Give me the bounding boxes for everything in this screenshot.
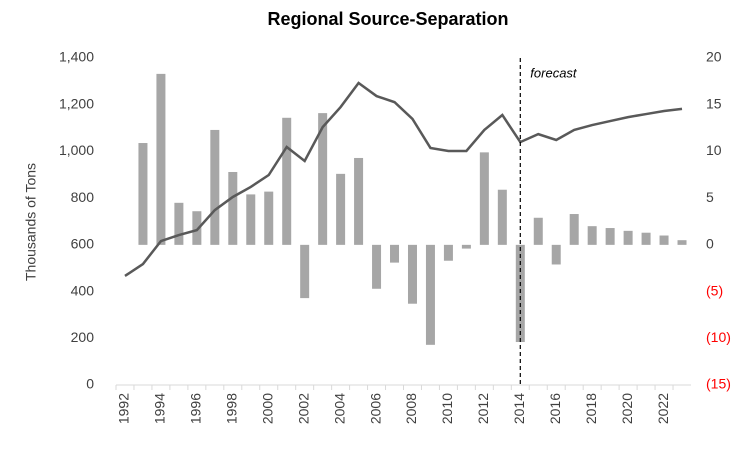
bar: [407, 244, 417, 304]
y-axis-label: Thousands of Tons: [23, 163, 39, 281]
x-tick-label: 1994: [152, 393, 168, 424]
y-tick-label: 800: [71, 189, 95, 205]
bar: [533, 217, 543, 245]
line: [124, 81, 683, 277]
bar: [246, 194, 256, 245]
bar: [174, 202, 184, 245]
y2-tick-label: 15: [706, 95, 722, 111]
x-tick-label: 2002: [295, 393, 311, 424]
y-tick-label: 200: [71, 329, 95, 345]
bar: [461, 244, 471, 249]
bar: [336, 173, 346, 245]
y2-tick-label: 20: [706, 49, 722, 65]
annotation: forecast: [530, 65, 578, 80]
bar: [210, 129, 220, 245]
y2-tick-label: 10: [706, 142, 722, 158]
y2-tick-label: (10): [706, 329, 731, 345]
bar: [587, 226, 597, 245]
x-tick-label: 2012: [475, 393, 491, 424]
x-tick-label: 2004: [331, 393, 347, 424]
bar: [264, 191, 274, 245]
bar: [282, 117, 292, 245]
y2-tick-label: (15): [706, 376, 731, 392]
bar: [641, 232, 651, 245]
bar: [300, 244, 310, 299]
y-tick-label: 600: [71, 236, 95, 252]
bar: [372, 244, 382, 289]
bar: [192, 211, 202, 245]
y2-tick-label: (5): [706, 282, 723, 298]
x-tick-label: 1996: [188, 393, 204, 424]
bar: [318, 113, 328, 245]
x-tick-label: 2010: [439, 393, 455, 424]
x-tick-label: 2016: [547, 393, 563, 424]
bar: [623, 230, 633, 245]
bar: [443, 244, 453, 261]
y-tick-label: 1,400: [59, 49, 94, 65]
x-tick-label: 1992: [116, 393, 132, 424]
bar: [138, 143, 148, 245]
bar: [497, 189, 507, 245]
bar: [605, 228, 615, 245]
bar: [479, 152, 489, 245]
x-tick-label: 2006: [367, 393, 383, 424]
chart-title: Regional Source-Separation: [267, 9, 508, 29]
bar: [156, 73, 166, 245]
x-tick-label: 2000: [259, 393, 275, 424]
y2-tick-label: 5: [706, 189, 714, 205]
bar: [390, 244, 400, 263]
bar: [677, 240, 687, 245]
bar: [551, 244, 561, 265]
bar: [425, 244, 435, 345]
y-tick-label: 1,200: [59, 95, 94, 111]
bar: [354, 157, 364, 245]
y-tick-label: 0: [86, 376, 94, 392]
x-tick-label: 1998: [224, 393, 240, 424]
bar: [228, 171, 238, 245]
bar: [515, 244, 525, 343]
y-tick-label: 400: [71, 282, 95, 298]
y-tick-label: 1,000: [59, 142, 94, 158]
x-tick-label: 2008: [403, 393, 419, 424]
x-tick-label: 2022: [655, 393, 671, 424]
x-tick-label: 2020: [619, 393, 635, 424]
y2-tick-label: 0: [706, 236, 714, 252]
x-tick-label: 2014: [511, 393, 527, 424]
x-tick-label: 2018: [583, 393, 599, 424]
bar: [659, 235, 669, 245]
bar: [569, 214, 579, 245]
